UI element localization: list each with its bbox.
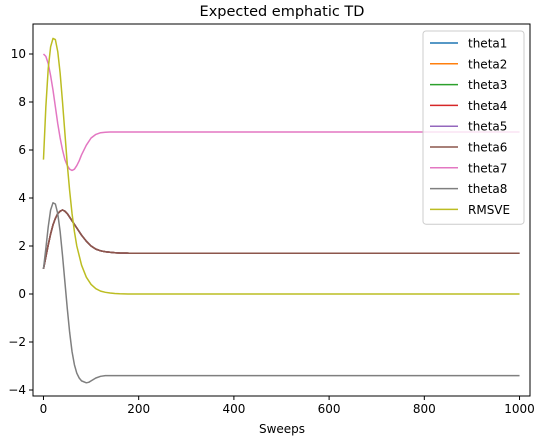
legend: theta1 theta2 theta3 theta4 theta5 theta6 thet… — [422, 30, 525, 225]
y-tick-label: 8 — [18, 95, 26, 109]
legend-label-theta6: theta6 — [468, 141, 507, 155]
y-tick-label: −2 — [8, 335, 26, 349]
y-tick-label: 10 — [11, 47, 26, 61]
y-tick-label: 4 — [18, 191, 26, 205]
plot-lines — [42, 37, 520, 384]
y-axis: −4 −2 0 2 4 6 8 10 — [8, 47, 33, 397]
y-tick-label: 2 — [18, 239, 26, 253]
y-tick-label: 6 — [18, 143, 26, 157]
x-tick-label: 1000 — [504, 402, 535, 416]
series-line-rmsve — [42, 37, 520, 295]
legend-label-theta7: theta7 — [468, 161, 507, 175]
x-axis-title: Sweeps — [259, 422, 305, 436]
y-tick-label: −4 — [8, 383, 26, 397]
x-tick-label: 0 — [40, 402, 48, 416]
x-tick-label: 800 — [413, 402, 436, 416]
legend-label-theta4: theta4 — [468, 99, 507, 113]
legend-label-theta5: theta5 — [468, 120, 507, 134]
x-tick-label: 600 — [318, 402, 341, 416]
series-line-theta6 — [42, 209, 520, 269]
series-line-theta7 — [42, 53, 520, 172]
legend-label-theta8: theta8 — [468, 182, 507, 196]
y-tick-label: 0 — [18, 287, 26, 301]
x-tick-label: 400 — [222, 402, 245, 416]
plot-frame — [32, 23, 531, 397]
legend-label-theta1: theta1 — [468, 37, 507, 51]
series-line-theta8 — [42, 202, 520, 384]
legend-label-rmsve: RMSVE — [468, 203, 510, 217]
chart-title: Expected emphatic TD — [200, 4, 365, 20]
x-tick-label: 200 — [127, 402, 150, 416]
legend-label-theta3: theta3 — [468, 78, 507, 92]
x-axis: 0 200 400 600 800 1000 — [40, 396, 535, 416]
legend-box — [422, 30, 525, 225]
legend-label-theta2: theta2 — [468, 57, 507, 71]
